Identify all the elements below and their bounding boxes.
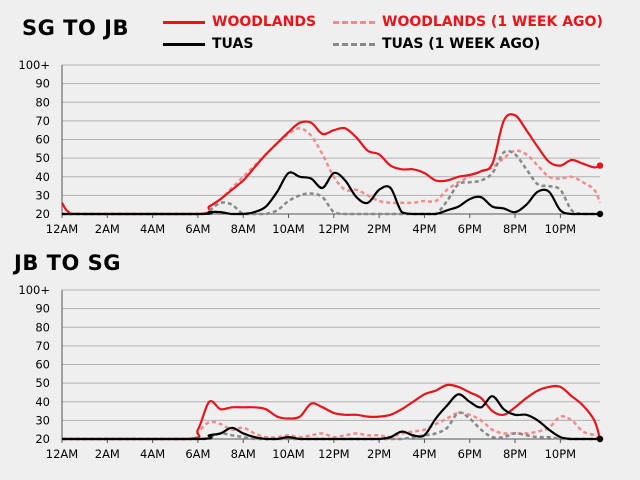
legend-tuas: TUAS (163, 36, 253, 52)
y-tick-label: 40 (35, 395, 50, 409)
y-tick-label: 40 (35, 170, 50, 184)
x-tick-label: 8AM (231, 222, 256, 236)
series-line-woodlands-1-week-ago (62, 411, 601, 441)
x-tick-label: 2PM (367, 447, 391, 461)
chart-title-jb-to-sg: JB TO SG (14, 251, 121, 275)
x-tick-label: 4PM (412, 222, 436, 236)
series-line-tuas-1-week-ago (62, 149, 600, 216)
x-tick-label: 2PM (367, 222, 391, 236)
legend-tuas-label: TUAS (212, 36, 254, 52)
y-tick-label: 90 (35, 302, 50, 316)
series-line-woodlands (61, 113, 601, 216)
series-line-woodlands (62, 383, 602, 441)
y-tick-label: 50 (35, 376, 50, 390)
x-tick-label: 6PM (458, 447, 482, 461)
legend-woodlands-label: WOODLANDS (212, 14, 317, 30)
x-tick-label: 8PM (503, 447, 527, 461)
legend-tuas-swatch (163, 42, 205, 46)
series-end-point-tuas (596, 210, 604, 218)
x-tick-label: 6AM (185, 222, 210, 236)
chart-title-sg-to-jb: SG TO JB (22, 16, 129, 40)
legend-woodlands-prev-label: WOODLANDS (1 WEEK AGO) (382, 14, 603, 30)
y-tick-label: 60 (35, 358, 50, 372)
y-tick-label: 30 (35, 413, 50, 427)
y-tick-label: 100+ (18, 283, 50, 297)
series-end-point-woodlands (596, 162, 604, 169)
x-tick-label: 10PM (545, 447, 577, 461)
legend-woodlands-prev: WOODLANDS (1 WEEK AGO) (333, 14, 603, 30)
series-line-tuas-1-week-ago (62, 411, 600, 441)
legend-woodlands-swatch (163, 20, 205, 24)
legend-tuas-prev-swatch (333, 42, 375, 46)
y-tick-label: 70 (35, 114, 50, 128)
y-tick-label: 80 (35, 320, 50, 334)
x-tick-label: 6AM (185, 447, 210, 461)
y-tick-label: 90 (35, 77, 50, 91)
y-tick-label: 100+ (18, 58, 50, 72)
chart-panel-1: 20 30 40 50 60 70 80 90 100+ 12AM 2AM 4AM 6AM 8AM 10AM… (18, 283, 604, 461)
x-tick-label: 12AM (46, 222, 78, 236)
x-tick-label: 6PM (458, 222, 482, 236)
series-line-tuas (62, 171, 600, 216)
y-tick-label: 20 (35, 432, 50, 446)
y-tick-label: 60 (35, 133, 50, 147)
x-tick-label: 2AM (95, 222, 120, 236)
y-tick-label: 30 (35, 188, 50, 202)
x-tick-label: 12PM (318, 222, 350, 236)
x-tick-label: 10AM (272, 222, 304, 236)
x-tick-label: 4AM (140, 222, 165, 236)
x-tick-label: 4AM (140, 447, 165, 461)
x-tick-label: 4PM (412, 447, 436, 461)
series-end-point-woodlands (596, 435, 604, 443)
x-tick-label: 8PM (503, 222, 527, 236)
legend-woodlands-prev-swatch (333, 20, 375, 24)
y-tick-label: 50 (35, 151, 50, 165)
x-tick-label: 12AM (46, 447, 78, 461)
x-tick-label: 10PM (545, 222, 577, 236)
series-end-point-tuas (596, 435, 604, 443)
x-tick-label: 12PM (318, 447, 350, 461)
x-tick-label: 10AM (272, 447, 304, 461)
series-line-woodlands-1-week-ago (62, 127, 602, 216)
legend-tuas-prev-label: TUAS (1 WEEK AGO) (382, 36, 541, 52)
x-tick-label: 8AM (231, 447, 256, 461)
chart-panel-0: 20 30 40 50 60 70 80 90 100+ 12AM 2AM 4AM 6AM 8AM 10AM… (18, 58, 604, 236)
series-line-tuas (62, 393, 600, 441)
y-tick-label: 70 (35, 339, 50, 353)
y-tick-label: 20 (35, 207, 50, 221)
legend-woodlands: WOODLANDS (163, 14, 316, 30)
x-tick-label: 2AM (95, 447, 120, 461)
y-tick-label: 80 (35, 95, 50, 109)
legend-tuas-prev: TUAS (1 WEEK AGO) (333, 36, 540, 52)
